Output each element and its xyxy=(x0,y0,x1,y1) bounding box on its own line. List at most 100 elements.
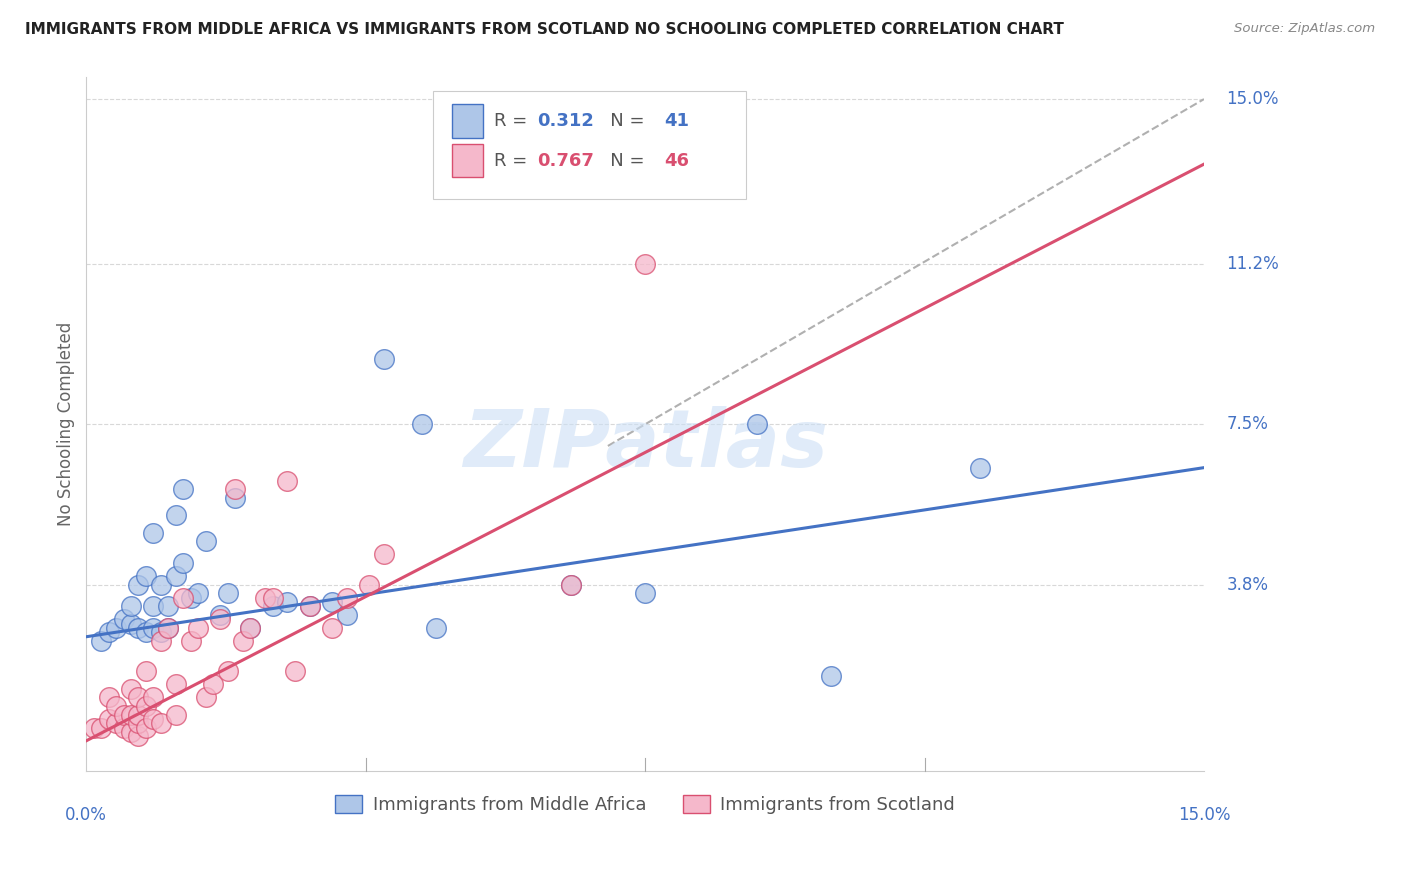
Point xyxy=(127,730,149,744)
FancyBboxPatch shape xyxy=(451,104,484,137)
Point xyxy=(127,690,149,705)
Point xyxy=(194,534,217,549)
Point xyxy=(224,491,246,505)
Point xyxy=(127,621,149,635)
Point xyxy=(298,599,321,614)
Y-axis label: No Schooling Completed: No Schooling Completed xyxy=(58,322,75,526)
Point xyxy=(135,721,157,735)
Point xyxy=(180,634,202,648)
Point xyxy=(321,595,343,609)
Text: 7.5%: 7.5% xyxy=(1226,416,1268,434)
Point xyxy=(97,625,120,640)
FancyBboxPatch shape xyxy=(433,91,745,199)
Point xyxy=(112,721,135,735)
Point xyxy=(105,621,128,635)
Point xyxy=(373,547,395,561)
Point xyxy=(165,707,187,722)
Text: N =: N = xyxy=(592,152,650,169)
Point xyxy=(254,591,277,605)
Point xyxy=(120,707,142,722)
Text: 0.0%: 0.0% xyxy=(65,805,107,824)
Point xyxy=(135,625,157,640)
Text: 46: 46 xyxy=(664,152,689,169)
Point xyxy=(105,716,128,731)
Point xyxy=(217,586,239,600)
Point xyxy=(232,634,254,648)
Point xyxy=(135,665,157,679)
Point xyxy=(142,525,165,540)
Point xyxy=(90,721,112,735)
Text: R =: R = xyxy=(495,152,533,169)
Point xyxy=(560,578,582,592)
Text: N =: N = xyxy=(592,112,650,130)
Text: 41: 41 xyxy=(664,112,689,130)
Point xyxy=(157,599,180,614)
FancyBboxPatch shape xyxy=(451,144,484,178)
Point xyxy=(149,625,172,640)
Point xyxy=(127,578,149,592)
Point xyxy=(239,621,262,635)
Text: 11.2%: 11.2% xyxy=(1226,255,1279,273)
Text: R =: R = xyxy=(495,112,533,130)
Text: 0.767: 0.767 xyxy=(537,152,593,169)
Point xyxy=(209,612,232,626)
Point xyxy=(969,460,991,475)
Point xyxy=(336,591,359,605)
Point xyxy=(165,508,187,523)
Point xyxy=(97,712,120,726)
Point xyxy=(187,621,209,635)
Point xyxy=(560,578,582,592)
Point xyxy=(336,608,359,623)
Point xyxy=(135,569,157,583)
Point xyxy=(142,599,165,614)
Point xyxy=(142,690,165,705)
Point xyxy=(359,578,381,592)
Point xyxy=(120,599,142,614)
Text: Source: ZipAtlas.com: Source: ZipAtlas.com xyxy=(1234,22,1375,36)
Point xyxy=(180,591,202,605)
Text: 15.0%: 15.0% xyxy=(1226,90,1279,108)
Point xyxy=(127,716,149,731)
Text: 0.312: 0.312 xyxy=(537,112,593,130)
Point xyxy=(149,716,172,731)
Text: 15.0%: 15.0% xyxy=(1178,805,1230,824)
Point xyxy=(298,599,321,614)
Point xyxy=(105,699,128,714)
Point xyxy=(284,665,307,679)
Point xyxy=(90,634,112,648)
Point xyxy=(135,699,157,714)
Point xyxy=(634,257,657,271)
Point xyxy=(120,616,142,631)
Point xyxy=(112,707,135,722)
Legend: Immigrants from Middle Africa, Immigrants from Scotland: Immigrants from Middle Africa, Immigrant… xyxy=(328,788,963,821)
Point xyxy=(83,721,105,735)
Point xyxy=(127,707,149,722)
Text: 3.8%: 3.8% xyxy=(1226,575,1268,594)
Point xyxy=(745,417,768,432)
Point xyxy=(112,612,135,626)
Point xyxy=(120,681,142,696)
Point xyxy=(172,556,194,570)
Point xyxy=(165,569,187,583)
Point xyxy=(373,352,395,367)
Point xyxy=(321,621,343,635)
Point xyxy=(276,595,298,609)
Point xyxy=(157,621,180,635)
Point xyxy=(187,586,209,600)
Point xyxy=(425,621,447,635)
Text: IMMIGRANTS FROM MIDDLE AFRICA VS IMMIGRANTS FROM SCOTLAND NO SCHOOLING COMPLETED: IMMIGRANTS FROM MIDDLE AFRICA VS IMMIGRA… xyxy=(25,22,1064,37)
Point xyxy=(194,690,217,705)
Point xyxy=(149,578,172,592)
Point xyxy=(149,634,172,648)
Point xyxy=(201,677,224,691)
Point xyxy=(209,608,232,623)
Point xyxy=(120,725,142,739)
Point xyxy=(411,417,433,432)
Point xyxy=(634,586,657,600)
Text: ZIPatlas: ZIPatlas xyxy=(463,406,828,484)
Point xyxy=(172,483,194,497)
Point xyxy=(165,677,187,691)
Point xyxy=(142,621,165,635)
Point xyxy=(262,599,284,614)
Point xyxy=(172,591,194,605)
